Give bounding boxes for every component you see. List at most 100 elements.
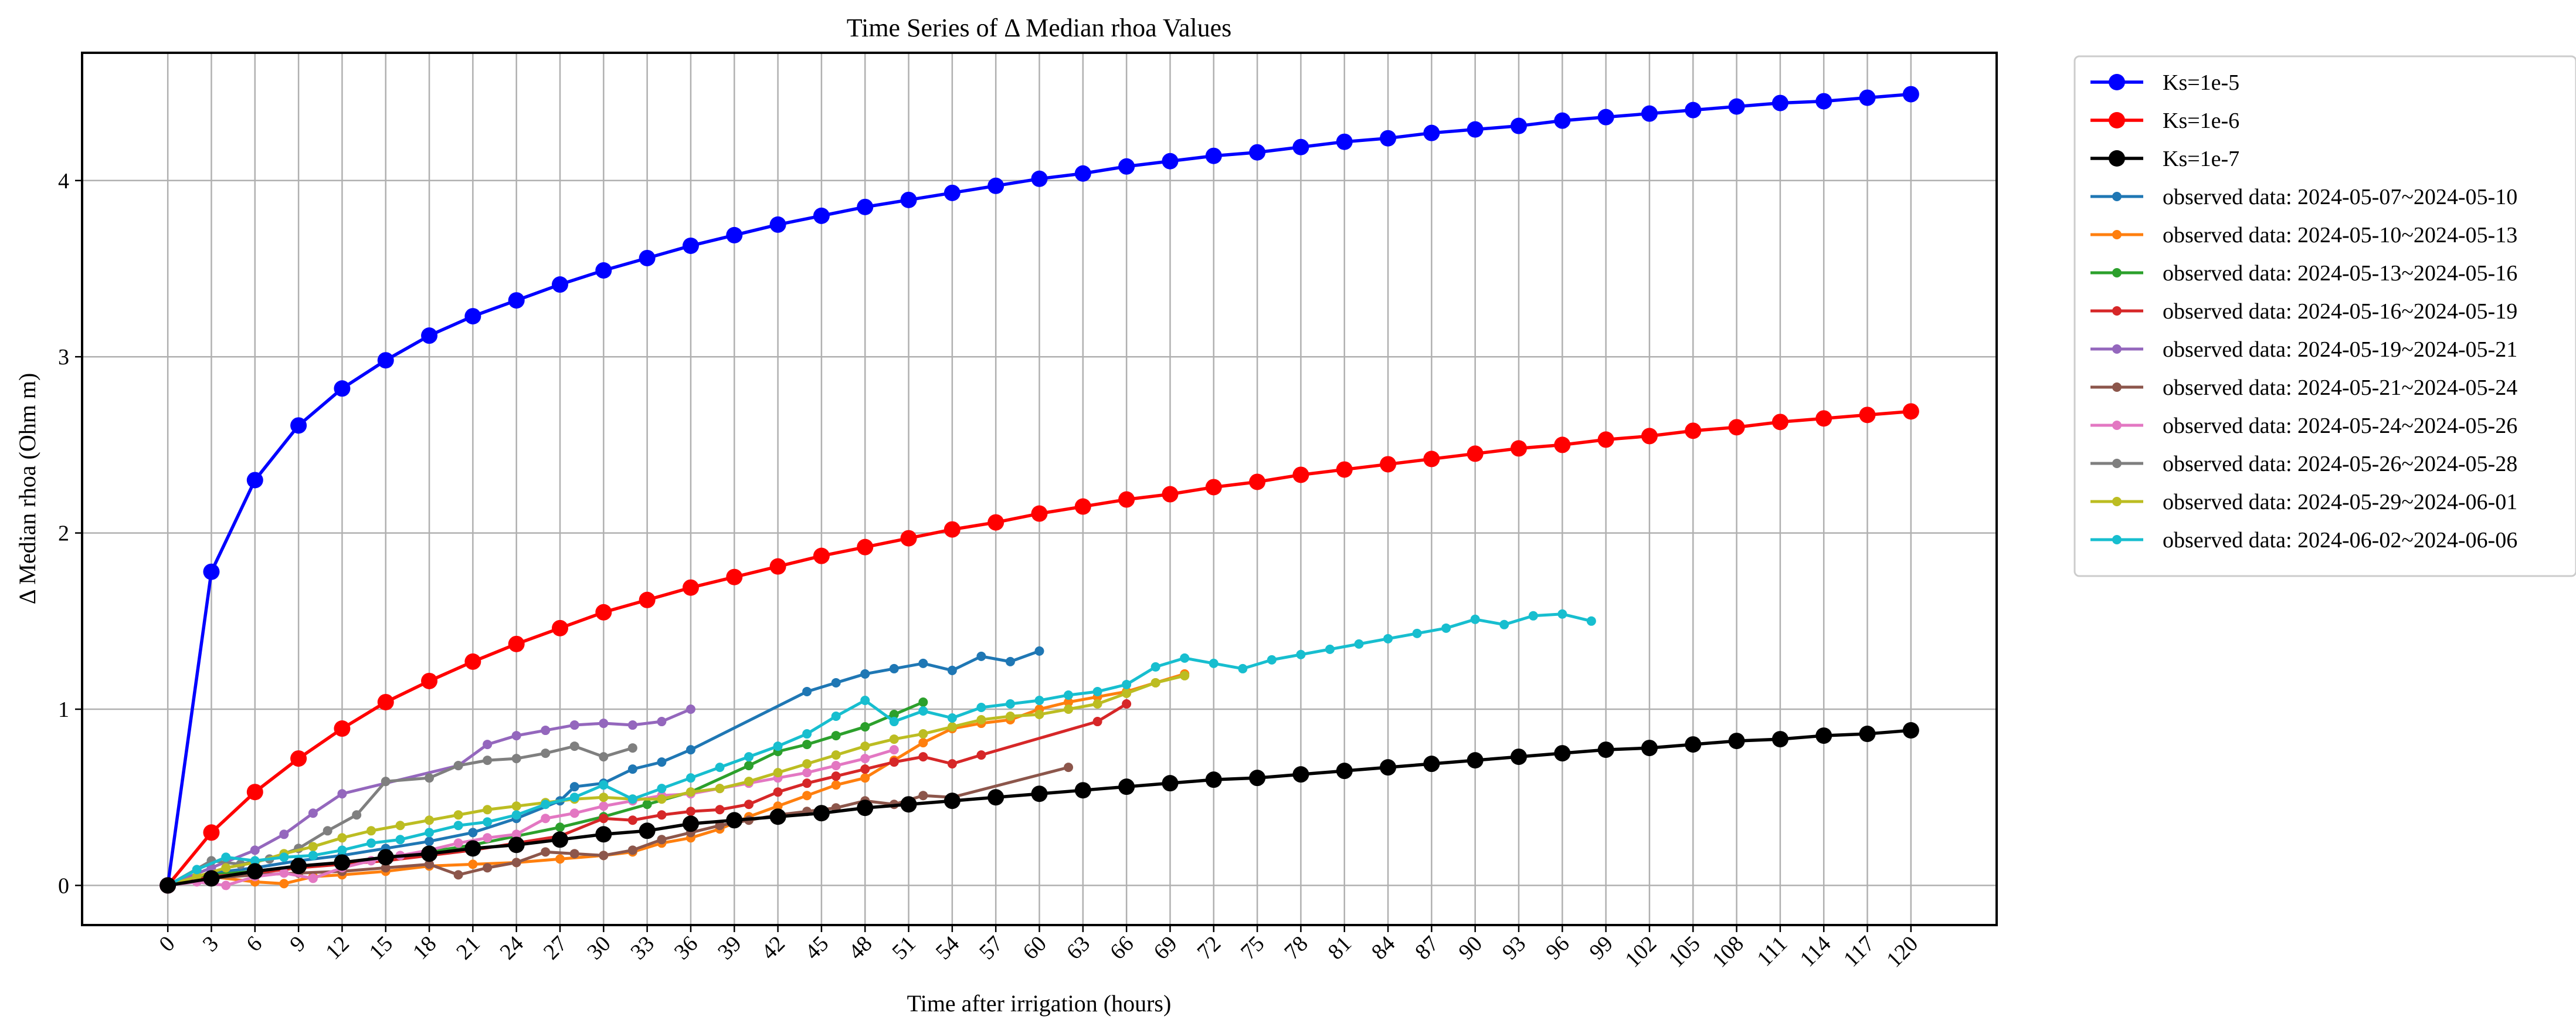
data-point bbox=[976, 651, 986, 661]
data-point bbox=[943, 184, 961, 201]
legend-label: Ks=1e-7 bbox=[2163, 147, 2239, 171]
data-point bbox=[552, 831, 569, 848]
data-point bbox=[1064, 697, 1074, 707]
y-tick-label: 4 bbox=[58, 169, 69, 194]
data-point bbox=[1122, 688, 1132, 698]
data-point bbox=[1467, 445, 1484, 462]
x-tick-label: 108 bbox=[1708, 932, 1749, 973]
data-point bbox=[831, 771, 841, 781]
legend-label: observed data: 2024-05-26~2024-05-28 bbox=[2163, 452, 2517, 476]
data-point bbox=[541, 800, 551, 810]
data-point bbox=[1162, 486, 1179, 503]
data-point bbox=[425, 859, 435, 869]
data-point bbox=[831, 678, 841, 687]
data-point bbox=[1034, 646, 1044, 656]
legend-swatch-marker bbox=[2112, 268, 2122, 277]
data-point bbox=[1815, 727, 1832, 744]
data-point bbox=[813, 805, 830, 822]
data-point bbox=[323, 826, 332, 836]
data-point bbox=[508, 292, 525, 309]
data-point bbox=[569, 782, 579, 792]
data-point bbox=[627, 815, 637, 825]
data-point bbox=[860, 754, 870, 764]
data-point bbox=[1423, 451, 1440, 468]
data-point bbox=[1336, 461, 1353, 478]
data-point bbox=[279, 868, 289, 878]
data-point bbox=[1180, 670, 1190, 680]
data-point bbox=[627, 845, 637, 855]
data-point bbox=[453, 838, 463, 848]
data-point bbox=[685, 705, 695, 714]
data-point bbox=[1074, 782, 1091, 799]
data-point bbox=[860, 695, 870, 705]
data-point bbox=[1728, 98, 1745, 115]
data-point bbox=[569, 792, 579, 802]
data-point bbox=[279, 829, 289, 839]
data-point bbox=[831, 780, 841, 790]
x-tick-label: 57 bbox=[975, 932, 1008, 965]
legend-label: observed data: 2024-05-19~2024-05-21 bbox=[2163, 337, 2517, 362]
series-10 bbox=[163, 741, 637, 890]
x-tick-label: 75 bbox=[1236, 932, 1270, 965]
data-point bbox=[1118, 778, 1135, 795]
data-point bbox=[1859, 407, 1876, 424]
data-point bbox=[889, 745, 899, 755]
data-point bbox=[334, 854, 351, 871]
data-point bbox=[1412, 628, 1422, 638]
x-tick-label: 87 bbox=[1410, 932, 1444, 965]
x-tick-label: 54 bbox=[931, 932, 965, 965]
data-point bbox=[1641, 740, 1658, 757]
legend-swatch-marker bbox=[2109, 74, 2125, 90]
x-tick-label: 69 bbox=[1149, 932, 1182, 965]
data-point bbox=[1249, 473, 1266, 490]
x-tick-label: 6 bbox=[242, 932, 267, 957]
data-point bbox=[802, 768, 812, 778]
data-point bbox=[1092, 717, 1102, 727]
data-point bbox=[1064, 763, 1074, 773]
data-point bbox=[857, 800, 874, 817]
data-point bbox=[857, 538, 874, 556]
data-point bbox=[860, 764, 870, 774]
y-tick-label: 3 bbox=[58, 345, 69, 370]
data-point bbox=[769, 558, 786, 575]
data-point bbox=[1118, 158, 1135, 175]
data-point bbox=[1122, 699, 1132, 709]
data-point bbox=[918, 658, 928, 668]
data-point bbox=[1205, 147, 1222, 164]
data-point bbox=[595, 262, 612, 279]
data-point bbox=[511, 829, 521, 839]
data-point bbox=[900, 530, 917, 547]
data-point bbox=[918, 729, 928, 739]
data-point bbox=[889, 710, 899, 720]
data-point bbox=[279, 852, 289, 862]
data-point bbox=[918, 791, 928, 801]
x-tick-label: 120 bbox=[1882, 932, 1923, 973]
data-point bbox=[1292, 138, 1309, 155]
data-point bbox=[555, 854, 565, 864]
series-12 bbox=[163, 609, 1596, 890]
data-point bbox=[599, 719, 609, 729]
data-point bbox=[769, 808, 786, 825]
series-0 bbox=[159, 86, 1919, 894]
data-point bbox=[511, 810, 521, 820]
data-point bbox=[657, 835, 667, 845]
data-point bbox=[1380, 130, 1397, 147]
data-point bbox=[366, 838, 376, 848]
data-point bbox=[639, 822, 656, 839]
data-point bbox=[943, 792, 961, 810]
data-point bbox=[1336, 763, 1353, 780]
data-point bbox=[1336, 133, 1353, 150]
data-point bbox=[1267, 655, 1277, 665]
data-point bbox=[657, 717, 667, 727]
data-point bbox=[889, 757, 899, 767]
y-tick-label: 1 bbox=[58, 697, 69, 722]
data-point bbox=[1510, 748, 1527, 766]
data-point bbox=[685, 807, 695, 817]
data-point bbox=[1064, 705, 1074, 714]
data-point bbox=[279, 879, 289, 889]
data-point bbox=[464, 840, 481, 857]
x-tick-label: 30 bbox=[582, 932, 616, 965]
data-point bbox=[1510, 440, 1527, 457]
data-point bbox=[1122, 679, 1132, 689]
data-point bbox=[508, 635, 525, 652]
